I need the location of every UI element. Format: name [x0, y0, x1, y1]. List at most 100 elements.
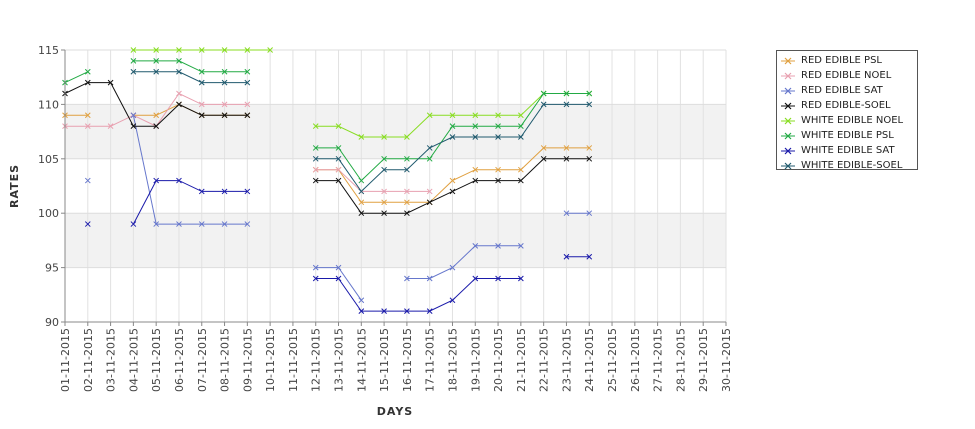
data-point-marker: [563, 155, 570, 162]
data-point-marker: [176, 58, 182, 64]
data-point-marker: [381, 210, 387, 217]
data-point-marker: [335, 123, 342, 130]
background-band: [65, 104, 726, 159]
data-point-marker: [449, 177, 456, 184]
y-tick-label: 105: [38, 153, 59, 166]
data-point-marker: [472, 123, 479, 130]
x-tick-label: 04-11-2015: [127, 328, 140, 392]
legend-symbol-icon: [781, 87, 795, 94]
data-point-marker: [153, 58, 160, 64]
data-point-marker: [84, 112, 91, 119]
x-tick-label: 02-11-2015: [82, 328, 95, 392]
data-point-marker: [449, 188, 456, 195]
data-point-marker: [312, 166, 319, 173]
data-point-marker: [518, 242, 524, 249]
data-point-marker: [381, 199, 387, 206]
data-point-marker: [130, 123, 137, 130]
y-tick-label: 100: [38, 207, 59, 220]
data-point-marker: [563, 101, 570, 108]
data-point-marker: [518, 166, 524, 173]
series-line: [133, 71, 248, 84]
data-point-marker: [563, 210, 570, 217]
data-point-marker: [586, 145, 593, 151]
data-point-marker: [563, 90, 570, 97]
series-layer: [62, 47, 593, 314]
x-tick-label: 27-11-2015: [652, 328, 665, 392]
x-tick-label: 13-11-2015: [333, 328, 346, 392]
data-point-marker: [449, 112, 456, 119]
grid-lines: [64, 49, 727, 323]
x-tick-label: 18-11-2015: [446, 328, 459, 392]
data-point-marker: [312, 275, 319, 282]
data-point-marker: [586, 155, 593, 162]
data-point-marker: [335, 166, 342, 173]
series-6: [62, 58, 593, 184]
data-point-marker: [107, 123, 114, 130]
data-point-marker: [586, 253, 593, 260]
x-tick-label: 28-11-2015: [674, 328, 687, 392]
data-point-marker: [153, 47, 160, 53]
x-axis-label: DAYS: [377, 405, 413, 418]
data-point-marker: [84, 79, 91, 86]
data-point-marker: [472, 177, 479, 184]
y-tick-label: 95: [45, 262, 59, 275]
data-point-marker: [107, 79, 114, 86]
data-point-marker: [176, 177, 182, 184]
data-point-marker: [130, 221, 137, 227]
data-point-marker: [381, 188, 387, 195]
data-point-marker: [221, 47, 228, 53]
data-point-marker: [358, 199, 365, 206]
data-point-marker: [358, 188, 365, 195]
y-tick-label: 110: [38, 98, 59, 111]
legend-symbol-icon: [781, 102, 795, 109]
series-line: [315, 278, 521, 312]
data-point-marker: [495, 242, 501, 249]
legend-item: WHITE EDIBLE-SOEL: [781, 158, 917, 173]
data-point-marker: [198, 79, 205, 86]
axes: 90 95 100 105 110 115 01-11-2015 02-11-2015 03-1…: [38, 44, 733, 392]
data-point-marker: [358, 308, 365, 314]
data-point-marker: [244, 47, 251, 53]
data-point-marker: [426, 308, 433, 314]
data-point-marker: [518, 177, 524, 184]
data-point-marker: [244, 221, 251, 227]
legend-label: RED EDIBLE SAT: [801, 85, 883, 96]
x-tick-label: 20-11-2015: [492, 328, 505, 392]
data-point-marker: [130, 47, 137, 53]
y-tick-label: 115: [38, 44, 59, 57]
data-point-marker: [404, 210, 410, 217]
data-point-marker: [358, 297, 365, 304]
x-tick-label: 01-11-2015: [59, 328, 72, 392]
data-point-marker: [312, 264, 319, 271]
data-point-marker: [221, 68, 228, 75]
data-point-marker: [130, 58, 137, 64]
data-point-marker: [312, 145, 319, 151]
data-point-marker: [153, 123, 160, 130]
data-point-marker: [153, 68, 160, 75]
data-point-marker: [495, 177, 501, 184]
legend-item: WHITE EDIBLE SAT: [781, 143, 917, 158]
data-point-marker: [472, 275, 479, 282]
data-point-marker: [449, 264, 456, 271]
legend-label: WHITE EDIBLE PSL: [801, 130, 894, 141]
x-tick-label: 30-11-2015: [720, 328, 733, 392]
data-point-marker: [153, 221, 160, 227]
x-tick-label: 14-11-2015: [355, 328, 368, 392]
data-point-marker: [586, 210, 593, 217]
data-point-marker: [426, 112, 433, 119]
data-point-marker: [404, 308, 410, 314]
data-point-marker: [426, 188, 433, 195]
data-point-marker: [335, 155, 342, 162]
data-point-marker: [312, 155, 319, 162]
series-3: [84, 112, 593, 304]
series-7: [84, 177, 593, 314]
data-point-marker: [244, 188, 251, 195]
x-tick-label: 22-11-2015: [538, 328, 551, 392]
y-tick-label: 90: [45, 316, 59, 329]
x-tick-label: 12-11-2015: [310, 328, 323, 392]
background-band: [65, 213, 726, 268]
data-point-marker: [221, 101, 228, 108]
legend-item: RED EDIBLE-SOEL: [781, 98, 917, 113]
data-point-marker: [449, 123, 456, 130]
x-tick-label: 25-11-2015: [606, 328, 619, 392]
